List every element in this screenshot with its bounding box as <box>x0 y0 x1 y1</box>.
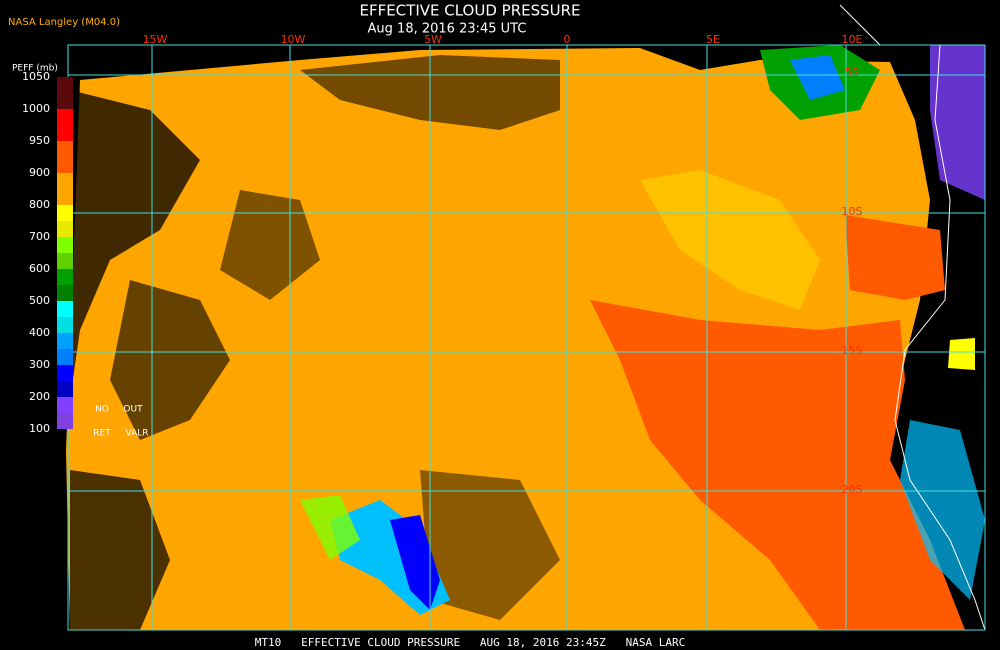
colorbar-tick-label: 100 <box>29 422 50 435</box>
colorbar-tick-label: 800 <box>29 198 50 211</box>
longitude-label: 0 <box>564 33 571 46</box>
map-imagery <box>66 4 986 631</box>
latitude-label: 15S <box>842 344 863 357</box>
colorbar-band <box>57 349 73 365</box>
colorbar-tick-label: 500 <box>29 294 50 307</box>
colorbar-band <box>57 301 73 317</box>
colorbar-tick-label: 900 <box>29 166 50 179</box>
colorbar-tick-label: 1000 <box>22 102 50 115</box>
colorbar-band <box>57 237 73 253</box>
subtitle: Aug 18, 2016 23:45 UTC <box>368 22 527 37</box>
colorbar-band <box>57 125 73 141</box>
colorbar-band <box>57 93 73 109</box>
longitude-label: 10E <box>842 33 863 46</box>
colorbar-band <box>57 141 73 157</box>
colorbar-band <box>57 269 73 285</box>
colorbar-band <box>57 109 73 125</box>
colorbar-band <box>57 189 73 205</box>
colorbar-tick-label: 300 <box>29 358 50 371</box>
longitude-label: 5E <box>706 33 720 46</box>
latitude-label: 20S <box>842 483 863 496</box>
colorbar-tick-label: 600 <box>29 262 50 275</box>
colorbar-band <box>57 157 73 173</box>
colorbar-band <box>57 317 73 333</box>
colorbar-note: NO <box>95 405 109 415</box>
colorbar-tick-label: 1050 <box>22 70 50 83</box>
colorbar-band <box>57 333 73 349</box>
title: EFFECTIVE CLOUD PRESSURE <box>359 2 580 20</box>
longitude-label: 10W <box>281 33 306 46</box>
colorbar-note: RET <box>93 429 111 439</box>
colorbar-tick-label: 400 <box>29 326 50 339</box>
colorbar-band <box>57 381 73 397</box>
colorbar-note: VALR <box>125 429 148 439</box>
colorbar-band <box>57 221 73 237</box>
colorbar-band <box>57 365 73 381</box>
colorbar-label: PEFF (mb) <box>12 64 58 74</box>
colorbar-note: OUT <box>123 405 143 415</box>
colorbar-band <box>57 77 73 93</box>
colorbar-band <box>57 413 73 429</box>
latitude-label: 10S <box>842 205 863 218</box>
footer: MT10 EFFECTIVE CLOUD PRESSURE AUG 18, 20… <box>255 636 685 649</box>
colorbar-tick-label: 200 <box>29 390 50 403</box>
colorbar-tick-label: 950 <box>29 134 50 147</box>
source-label: NASA Langley (M04.0) <box>8 17 120 28</box>
colorbar-band <box>57 173 73 189</box>
colorbar-band <box>57 205 73 221</box>
longitude-label: 15W <box>143 33 168 46</box>
colorbar-band <box>57 285 73 301</box>
colorbar-band <box>57 253 73 269</box>
colorbar-tick-label: 700 <box>29 230 50 243</box>
latitude-label: 5S <box>845 66 859 79</box>
longitude-label: 5W <box>424 33 442 46</box>
colorbar-band <box>57 397 73 413</box>
